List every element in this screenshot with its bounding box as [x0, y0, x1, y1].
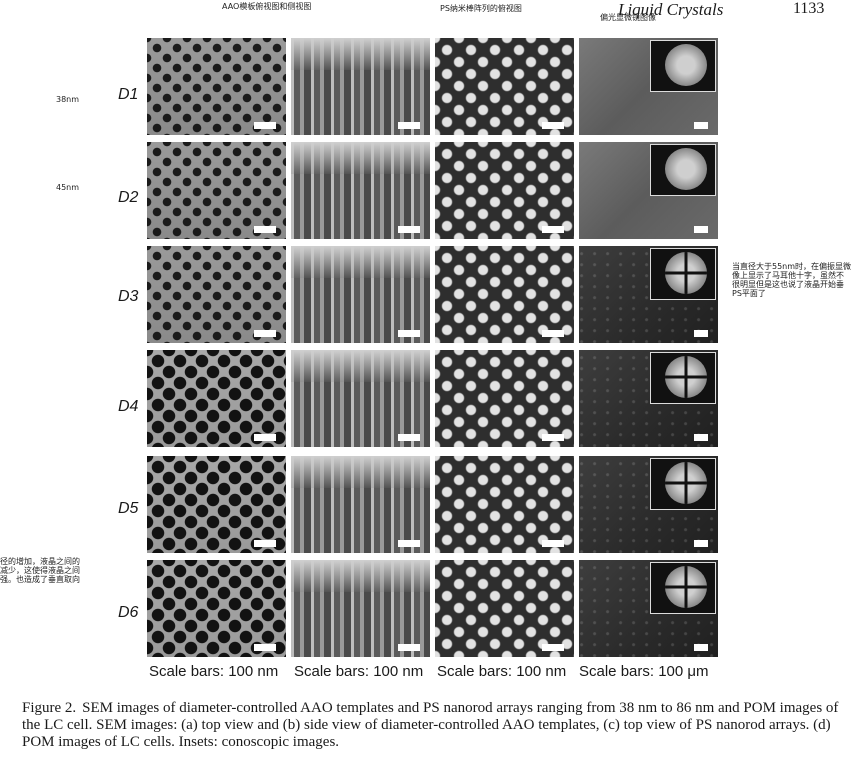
annotation-left-line: 强。也造成了垂直取向 — [0, 575, 80, 584]
sem-top-view-image — [147, 38, 286, 135]
page-number: 1133 — [793, 0, 825, 17]
sem-side-view-image — [291, 560, 430, 657]
caption-figure-number: Figure 2. — [22, 700, 77, 716]
row-label-d2: D2 — [118, 189, 139, 206]
pom-image — [579, 38, 718, 135]
scale-bar — [542, 540, 564, 547]
ps-nanorod-image — [435, 560, 574, 657]
annotation-right-line: 很明显但是这也说了液晶开始垂 — [732, 280, 844, 289]
scale-bar — [694, 122, 708, 129]
row-label-d6: D6 — [118, 604, 139, 621]
sem-side-view-image — [291, 350, 430, 447]
scale-bar — [542, 644, 564, 651]
annotation-col4: 偏光显微镜图像 — [600, 13, 656, 22]
annotation-d1-diameter: 38nm — [56, 95, 80, 104]
row-label-d4: D4 — [118, 398, 139, 415]
caption-text: SEM images of diameter-controlled AAO te… — [22, 700, 839, 750]
scale-bar — [254, 644, 276, 651]
scale-bar — [542, 122, 564, 129]
row-label-d3: D3 — [118, 288, 139, 305]
scale-bar — [398, 644, 420, 651]
conoscopic-inset — [650, 40, 716, 92]
scale-bar — [254, 226, 276, 233]
scale-bar — [694, 226, 708, 233]
row-label-d5: D5 — [118, 500, 139, 517]
annotation-left-line: 径的增加，液晶之间的 — [0, 557, 80, 566]
scale-label-col3: Scale bars: 100 nm — [437, 663, 567, 680]
journal-title: Liquid Crystals — [618, 0, 724, 19]
ps-nanorod-image — [435, 246, 574, 343]
scale-bar — [694, 644, 708, 651]
ps-nanorod-image — [435, 38, 574, 135]
annotation-left: 径的增加，液晶之间的 减少，这使得液晶之间 强。也造成了垂直取向 — [0, 557, 100, 584]
scale-bar — [542, 330, 564, 337]
ps-nanorod-image — [435, 350, 574, 447]
conoscopic-inset — [650, 144, 716, 196]
conoscopic-inset — [650, 458, 716, 510]
sem-top-view-image — [147, 560, 286, 657]
sem-side-view-image — [291, 38, 430, 135]
scale-bar — [398, 226, 420, 233]
row-label-d1: D1 — [118, 86, 139, 103]
scale-bar — [254, 122, 276, 129]
scale-bar — [398, 540, 420, 547]
scale-bar — [254, 540, 276, 547]
sem-top-view-image — [147, 456, 286, 553]
sem-top-view-image — [147, 246, 286, 343]
annotation-col3: PS纳米棒阵列的俯视图 — [440, 4, 522, 13]
ps-nanorod-image — [435, 142, 574, 239]
annotation-right-line: 当直径大于55nm时，在偏振显微 — [732, 262, 852, 271]
scale-label-col2: Scale bars: 100 nm — [294, 663, 424, 680]
annotation-d2-diameter: 45nm — [56, 183, 80, 192]
figure-caption: Figure 2. SEM images of diameter-controll… — [22, 700, 852, 751]
sem-side-view-image — [291, 246, 430, 343]
scale-bar — [254, 434, 276, 441]
scale-bar — [694, 330, 708, 337]
annotation-right-line: PS平面了 — [732, 289, 766, 298]
scale-label-col4: Scale bars: 100 μm — [579, 663, 709, 680]
conoscopic-inset — [650, 562, 716, 614]
conoscopic-inset — [650, 248, 716, 300]
scale-bar — [398, 434, 420, 441]
pom-image — [579, 142, 718, 239]
pom-image — [579, 246, 718, 343]
pom-image — [579, 350, 718, 447]
pom-image — [579, 456, 718, 553]
scale-bar — [694, 540, 708, 547]
scale-bar — [398, 330, 420, 337]
scale-bar — [542, 226, 564, 233]
annotation-col1: AAO模板俯视图和侧视图 — [222, 2, 312, 11]
annotation-left-line: 减少，这使得液晶之间 — [0, 566, 80, 575]
scale-bar — [694, 434, 708, 441]
sem-top-view-image — [147, 350, 286, 447]
ps-nanorod-image — [435, 456, 574, 553]
annotation-right: 当直径大于55nm时，在偏振显微 像上显示了马耳他十字，虽然不 很明显但是这也说… — [732, 262, 866, 298]
annotation-right-line: 像上显示了马耳他十字，虽然不 — [732, 271, 844, 280]
scale-label-col1: Scale bars: 100 nm — [149, 663, 279, 680]
sem-top-view-image — [147, 142, 286, 239]
sem-side-view-image — [291, 142, 430, 239]
sem-side-view-image — [291, 456, 430, 553]
scale-bar — [542, 434, 564, 441]
pom-image — [579, 560, 718, 657]
scale-bar — [398, 122, 420, 129]
conoscopic-inset — [650, 352, 716, 404]
scale-bar — [254, 330, 276, 337]
